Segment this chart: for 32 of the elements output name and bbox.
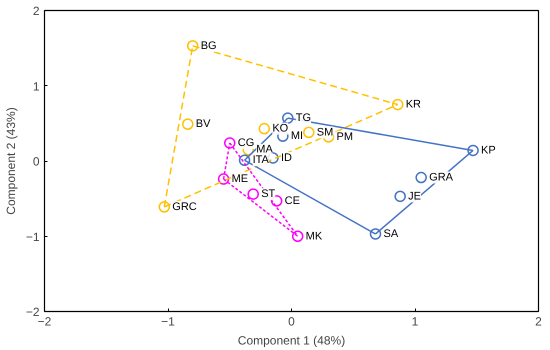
data-label: MK	[306, 230, 323, 242]
x-tick-label: 2	[535, 314, 542, 328]
data-label: CE	[284, 194, 300, 207]
x-tick-label: 1	[412, 314, 419, 328]
data-label: ITA	[252, 154, 270, 166]
y-tick-label: −2	[26, 305, 40, 319]
data-label: SM	[316, 126, 334, 138]
data-label: JE	[408, 190, 422, 202]
y-tick-label: −1	[26, 230, 40, 244]
data-label: PM	[336, 130, 354, 143]
data-label: KR	[406, 98, 422, 111]
data-label: GRC	[172, 200, 197, 213]
data-label: ST	[261, 188, 276, 200]
data-label: SA	[383, 228, 399, 240]
data-label: KO	[272, 122, 289, 135]
data-label: KP	[481, 144, 496, 156]
x-tick-label: −1	[161, 314, 176, 328]
data-label: MA	[256, 144, 274, 156]
data-label: ID	[280, 152, 292, 164]
x-axis-title: Component 1 (48%)	[238, 334, 346, 348]
y-tick-label: 1	[32, 79, 40, 94]
data-label: TG	[296, 112, 312, 124]
data-label: CG	[238, 136, 254, 149]
y-tick-label: 0	[32, 154, 40, 168]
data-label: ME	[232, 173, 248, 186]
data-label: BG	[200, 40, 217, 52]
data-label: MI	[290, 130, 304, 142]
x-tick-label: 0	[288, 314, 296, 328]
y-tick-label: 2	[32, 4, 40, 18]
data-label: GRA	[429, 172, 454, 184]
y-axis-title: Component 2 (43%)	[4, 107, 18, 215]
data-label: BV	[196, 118, 212, 130]
